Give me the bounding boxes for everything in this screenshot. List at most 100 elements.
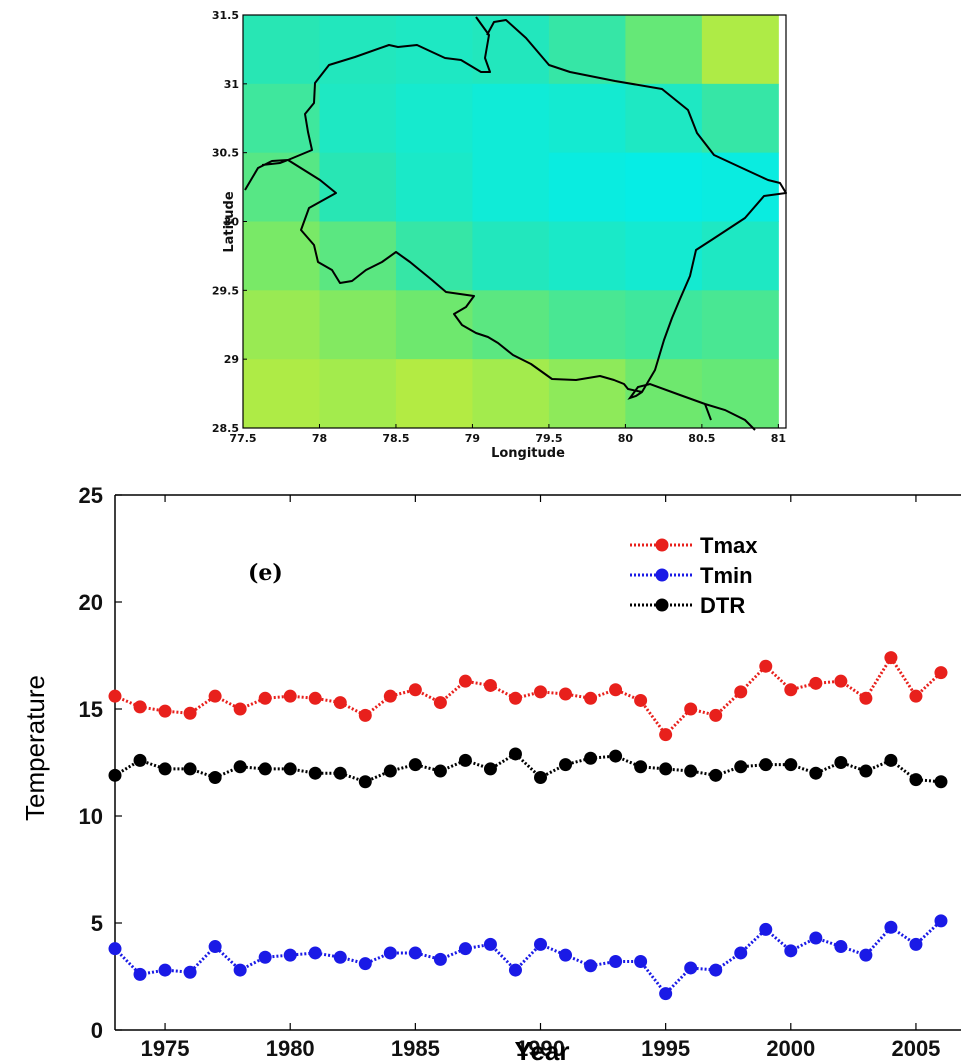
series-line-dtr <box>114 752 942 784</box>
heatmap-cell <box>701 152 779 222</box>
ts-y-tick-label: 10 <box>79 804 103 829</box>
data-point-dtr <box>534 770 548 784</box>
data-point-dtr <box>183 762 197 776</box>
map-x-tick-label: 80 <box>618 432 634 445</box>
heatmap-cell <box>472 359 550 429</box>
data-point-tmax <box>834 674 848 688</box>
legend-marker-dtr <box>655 598 669 612</box>
data-point-tmin <box>609 955 623 969</box>
series-group <box>108 651 948 1001</box>
heatmap-cell <box>319 359 397 429</box>
heatmap-cell <box>548 290 626 360</box>
data-point-dtr <box>433 764 447 778</box>
data-point-tmax <box>233 702 247 716</box>
map-y-tick-label: 31 <box>224 78 239 91</box>
heatmap-cell <box>395 15 473 85</box>
legend-label-tmax: Tmax <box>700 533 758 558</box>
ts-x-label: Year <box>515 1036 570 1063</box>
heatmap-cell <box>472 152 550 222</box>
data-point-tmin <box>283 948 297 962</box>
data-point-tmax <box>408 683 422 697</box>
data-point-tmax <box>709 708 723 722</box>
data-point-tmin <box>709 963 723 977</box>
ts-y-tick-label: 0 <box>91 1018 103 1043</box>
data-point-dtr <box>909 773 923 787</box>
heatmap-cell <box>548 359 626 429</box>
map-x-tick-label: 81 <box>771 432 786 445</box>
data-point-tmin <box>158 963 172 977</box>
data-point-tmax <box>308 691 322 705</box>
data-point-tmax <box>934 666 948 680</box>
data-point-tmin <box>358 957 372 971</box>
data-point-tmin <box>333 950 347 964</box>
map-y-tick-label: 29 <box>224 353 239 366</box>
data-point-dtr <box>709 768 723 782</box>
data-point-tmax <box>734 685 748 699</box>
heatmap-cell <box>319 221 397 291</box>
ts-y-ticks: 0 5 10 15 20 25 <box>79 483 122 1043</box>
legend-marker-tmax <box>655 538 669 552</box>
data-point-tmin <box>458 942 472 956</box>
timeseries-panel: 1975 1980 1985 1990 1995 2000 2005 0510152025 … <box>20 483 961 1063</box>
data-point-dtr <box>158 762 172 776</box>
map-y-tick-label: 29.5 <box>212 284 239 297</box>
ts-x-tick-label: 2000 <box>766 1036 815 1061</box>
data-point-tmax <box>809 676 823 690</box>
heatmap-cell <box>472 83 550 154</box>
data-point-tmax <box>859 691 873 705</box>
ts-y-tick-label: 5 <box>91 911 103 936</box>
data-point-tmin <box>308 946 322 960</box>
data-point-tmin <box>834 940 848 954</box>
heatmap-cell <box>395 359 473 429</box>
data-point-dtr <box>759 758 773 772</box>
ts-x-tick-label: 1975 <box>141 1036 190 1061</box>
data-point-tmin <box>734 946 748 960</box>
data-point-tmax <box>684 702 698 716</box>
series-line-tmax <box>114 654 943 737</box>
data-point-tmax <box>559 687 573 701</box>
legend-marker-tmin <box>655 568 669 582</box>
data-point-tmax <box>208 689 222 703</box>
heatmap-cell <box>472 221 550 291</box>
data-point-tmax <box>383 689 397 703</box>
state-boundary-east <box>627 382 756 431</box>
data-point-tmax <box>909 689 923 703</box>
data-point-dtr <box>834 756 848 769</box>
ts-x-tick-label: 2005 <box>891 1036 940 1061</box>
heatmap-cells <box>243 15 779 429</box>
data-point-tmax <box>634 693 648 707</box>
data-point-dtr <box>684 764 698 778</box>
data-point-tmax <box>609 683 623 697</box>
data-point-tmax <box>358 708 372 722</box>
ts-x-tick-label: 1995 <box>641 1036 690 1061</box>
heatmap-cell <box>319 290 397 360</box>
data-point-tmin <box>934 914 948 928</box>
data-point-tmax <box>433 696 447 710</box>
map-y-tick-label: 28.5 <box>212 422 239 435</box>
ts-x-ticks: 1975 1980 1985 1990 1995 2000 2005 <box>141 495 940 1061</box>
data-point-tmin <box>433 952 447 966</box>
data-point-dtr <box>108 768 122 782</box>
data-point-dtr <box>283 762 297 776</box>
data-point-tmax <box>283 689 297 703</box>
map-x-tick-label: 79.5 <box>535 432 562 445</box>
data-point-dtr <box>408 758 422 772</box>
data-point-dtr <box>784 758 798 772</box>
data-point-dtr <box>559 758 573 772</box>
data-point-tmax <box>534 685 548 699</box>
legend-label-tmin: Tmin <box>700 563 753 588</box>
heatmap-cell <box>701 83 779 154</box>
heatmap-cell <box>319 15 397 85</box>
ts-y-tick-label: 15 <box>79 697 103 722</box>
heatmap-cell <box>548 83 626 154</box>
map-x-tick-label: 77.5 <box>229 432 256 445</box>
data-point-dtr <box>859 764 873 778</box>
data-point-dtr <box>258 762 272 776</box>
data-point-tmin <box>183 965 197 979</box>
heatmap-cell <box>625 152 703 222</box>
data-point-dtr <box>609 749 623 763</box>
ts-x-tick-label: 1980 <box>266 1036 315 1061</box>
data-point-tmax <box>508 691 522 705</box>
panel-label: (e) <box>248 560 283 586</box>
